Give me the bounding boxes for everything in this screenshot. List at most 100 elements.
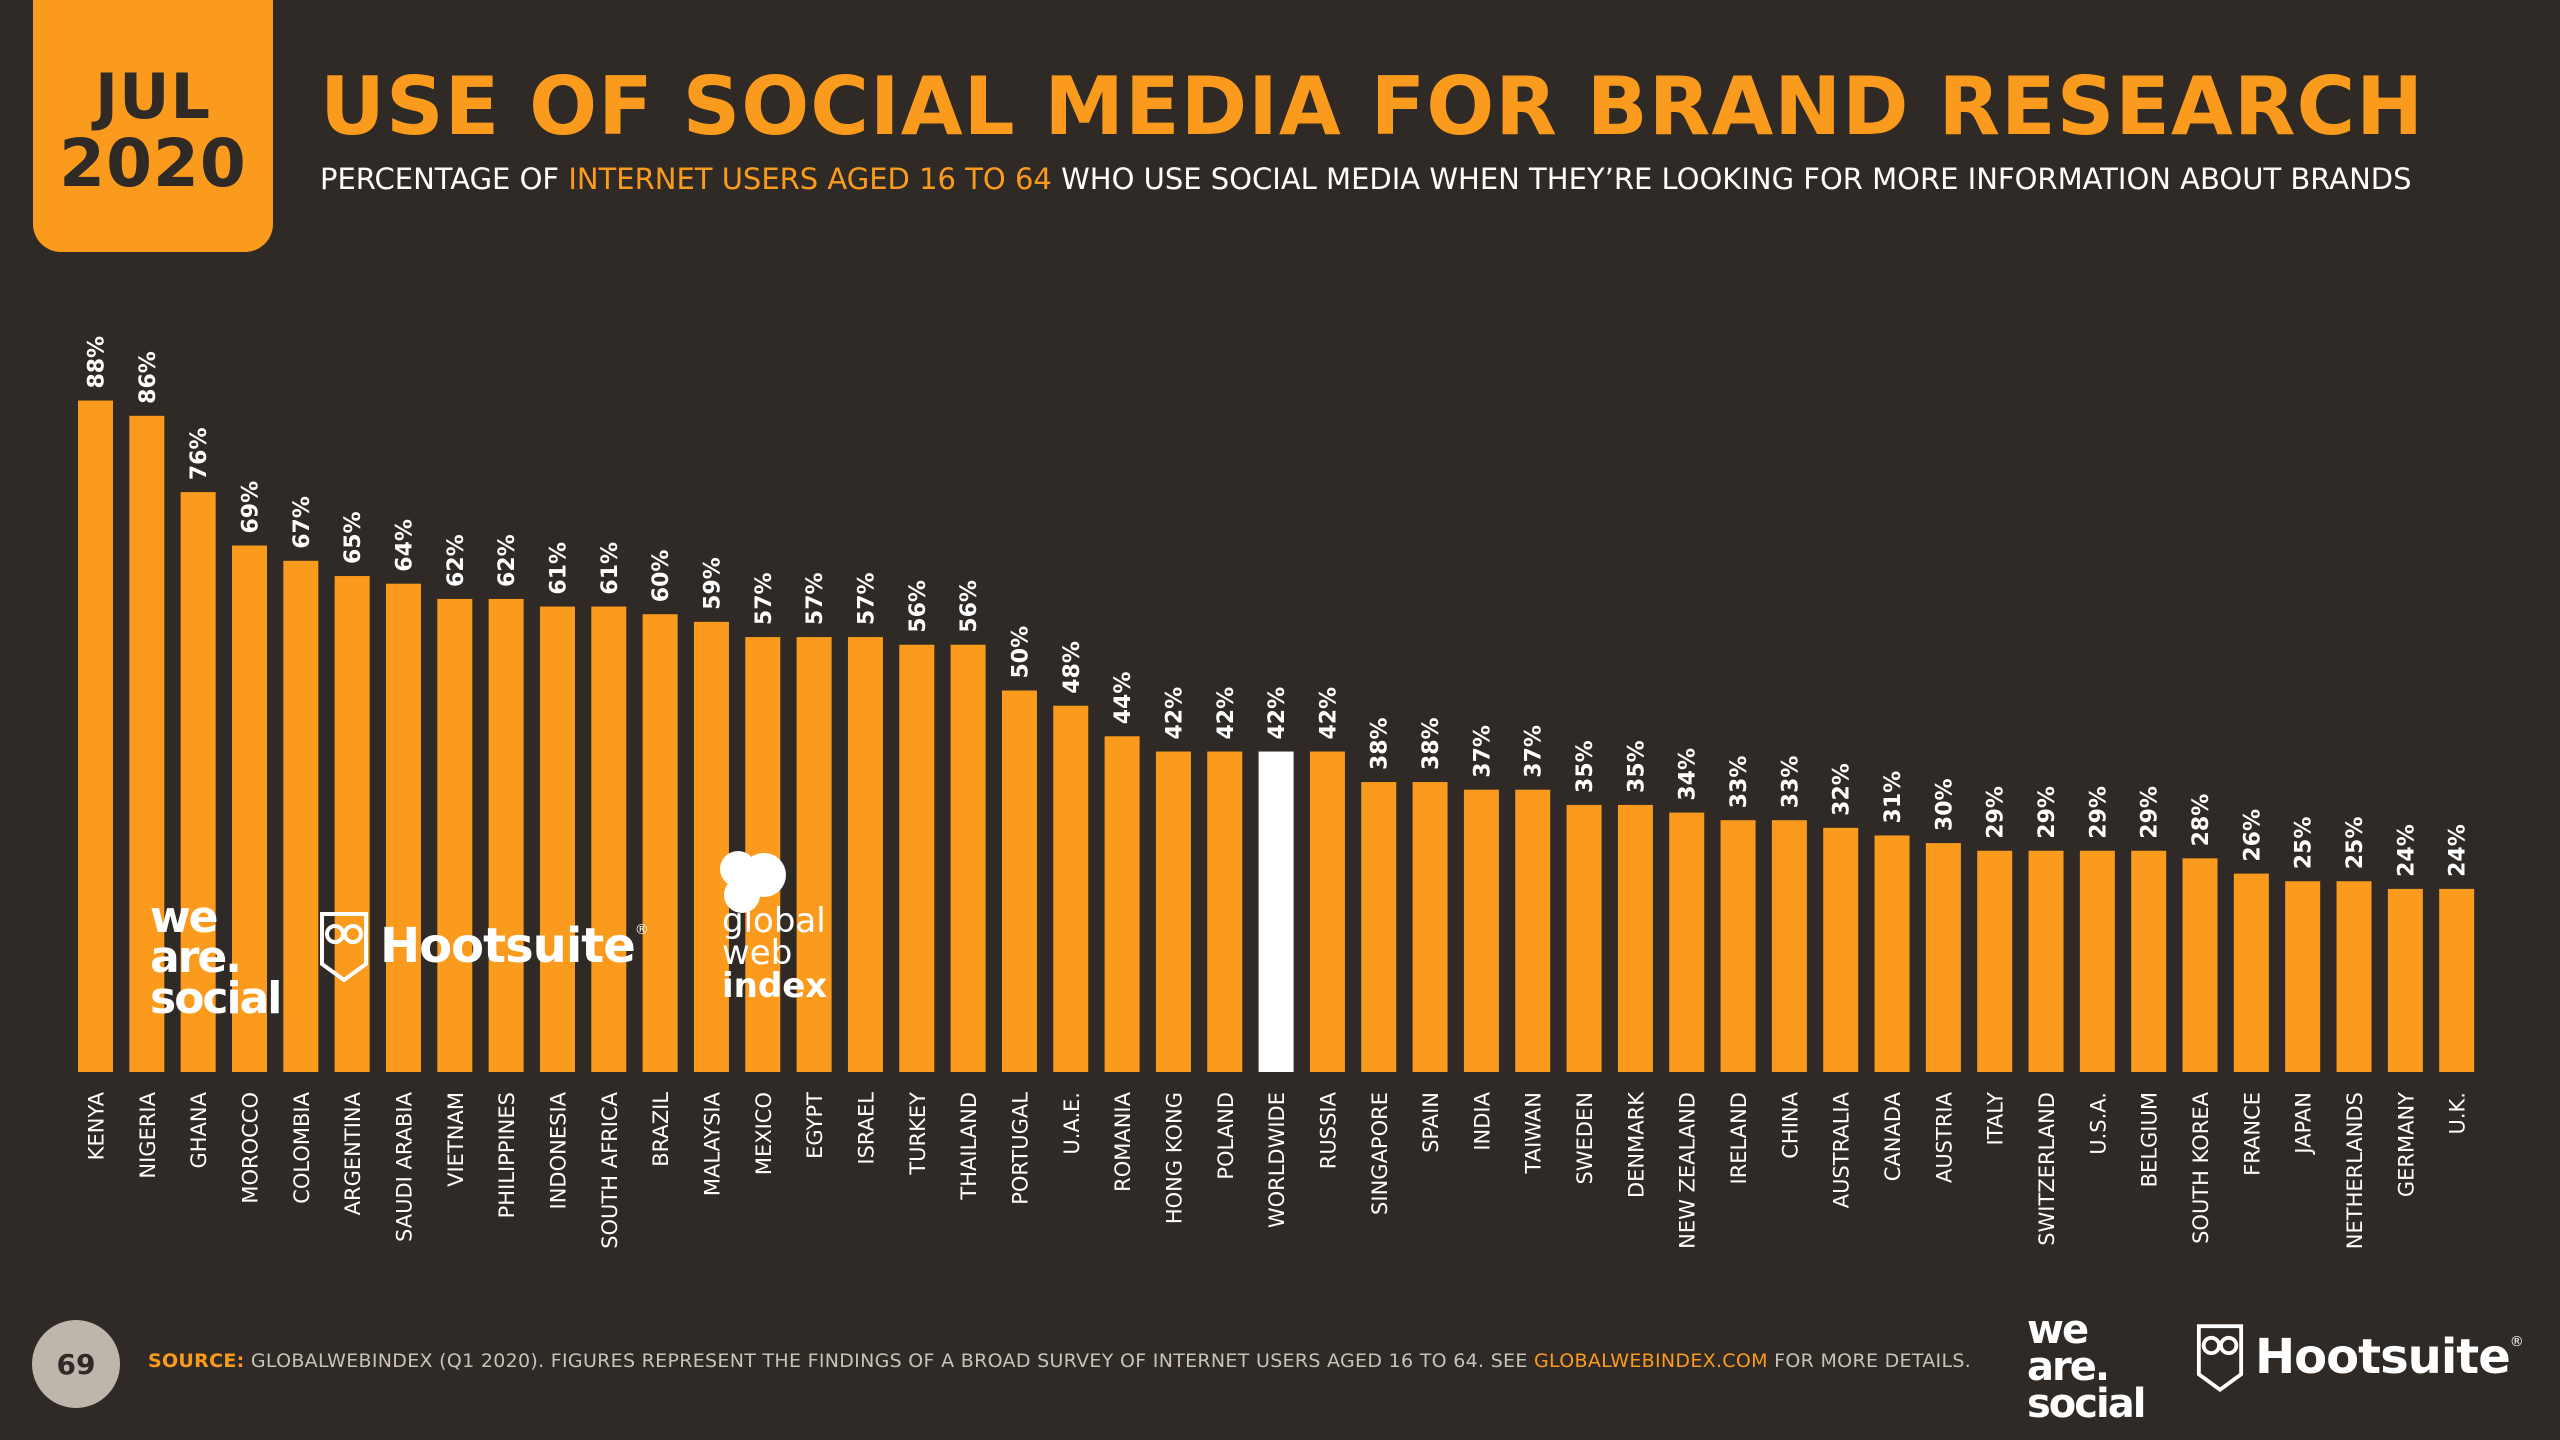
value-label-turkey: 56% [906, 580, 931, 633]
bar-canada [1874, 835, 1910, 1072]
we-are-social-logo: we are. social [150, 892, 282, 1020]
bar-spain [1412, 782, 1448, 1072]
category-label-germany: GERMANY [2394, 1092, 2418, 1197]
category-label-worldwide: WORLDWIDE [1265, 1092, 1289, 1228]
bar-japan [2285, 881, 2321, 1072]
bar-romania [1104, 736, 1140, 1072]
value-label-denmark: 35% [1624, 740, 1649, 793]
bar-ireland [1720, 820, 1756, 1072]
category-label-spain: SPAIN [1419, 1092, 1443, 1153]
bar-india [1463, 789, 1499, 1072]
value-label-switzerland: 29% [2035, 786, 2060, 839]
category-label-nigeria: NIGERIA [136, 1091, 160, 1178]
bar-indonesia [539, 606, 575, 1072]
source-note: SOURCE: GLOBALWEBINDEX (Q1 2020). FIGURE… [148, 1350, 1971, 1372]
value-label-south-korea: 28% [2189, 794, 2214, 847]
value-label-russia: 42% [1316, 687, 1341, 740]
value-label-u-s-a: 29% [2086, 786, 2111, 839]
bar-australia [1823, 827, 1859, 1072]
value-label-belgium: 29% [2138, 786, 2163, 839]
bar-switzerland [2028, 850, 2064, 1072]
category-label-mexico: MEXICO [752, 1092, 776, 1175]
value-label-u-k: 24% [2446, 824, 2471, 877]
bar-sweden [1566, 804, 1602, 1072]
bar-u-a-e [1053, 705, 1089, 1072]
value-label-taiwan: 37% [1522, 725, 1547, 778]
source-link[interactable]: GLOBALWEBINDEX.COM [1534, 1350, 1768, 1372]
bar-denmark [1617, 804, 1653, 1072]
category-label-netherlands: NETHERLANDS [2343, 1092, 2367, 1249]
bar-brazil [642, 614, 678, 1072]
value-label-brazil: 60% [649, 550, 674, 603]
category-label-kenya: KENYA [85, 1091, 109, 1160]
bar-malaysia [693, 621, 729, 1072]
category-label-japan: JAPAN [2292, 1092, 2316, 1156]
value-label-malaysia: 59% [700, 557, 725, 610]
bar-hong-kong [1155, 751, 1191, 1072]
gwi-cloud-icon [720, 851, 786, 913]
footer-registered-mark: ® [2509, 1334, 2524, 1350]
value-label-vietnam: 62% [444, 534, 469, 587]
value-label-spain: 38% [1419, 717, 1444, 770]
value-label-germany: 24% [2394, 824, 2419, 877]
category-label-switzerland: SWITZERLAND [2035, 1092, 2059, 1246]
category-label-singapore: SINGAPORE [1368, 1092, 1392, 1215]
footer-logo-are: are. [2027, 1343, 2110, 1390]
category-label-ghana: GHANA [187, 1091, 211, 1168]
bar-philippines [488, 598, 524, 1072]
logo-we: we [150, 892, 219, 943]
bar-south-korea [2182, 858, 2218, 1072]
value-label-colombia: 67% [290, 496, 315, 549]
bar-saudi-arabia [385, 583, 421, 1072]
category-label-morocco: MOROCCO [238, 1092, 262, 1204]
logo-are: are. [150, 932, 242, 984]
category-label-portugal: PORTUGAL [1008, 1092, 1032, 1205]
gwi-web: web [722, 933, 793, 974]
bar-nigeria [129, 415, 165, 1072]
value-label-nigeria: 86% [136, 351, 161, 404]
value-label-egypt: 57% [803, 572, 828, 625]
category-label-taiwan: TAIWAN [1522, 1092, 1546, 1174]
bar-china [1771, 820, 1807, 1072]
category-label-argentina: ARGENTINA [341, 1091, 365, 1215]
category-label-china: CHINA [1778, 1091, 1802, 1158]
value-label-ghana: 76% [187, 427, 212, 480]
value-label-australia: 32% [1830, 763, 1855, 816]
bar-new-zealand [1669, 812, 1705, 1072]
badge-month: JUL [95, 59, 211, 133]
value-label-canada: 31% [1881, 771, 1906, 824]
category-label-russia: RUSSIA [1316, 1091, 1340, 1169]
category-label-indonesia: INDONESIA [546, 1091, 570, 1209]
value-label-saudi-arabia: 64% [392, 519, 417, 572]
value-label-south-africa: 61% [598, 542, 623, 595]
value-label-new-zealand: 34% [1676, 748, 1701, 801]
value-label-ireland: 33% [1727, 756, 1752, 809]
bar-portugal [1001, 690, 1037, 1072]
subtitle: PERCENTAGE OF INTERNET USERS AGED 16 TO … [320, 162, 2412, 196]
value-label-thailand: 56% [957, 580, 982, 633]
source-label: SOURCE: [148, 1350, 245, 1372]
bar-thailand [950, 644, 986, 1072]
value-label-kenya: 88% [85, 336, 110, 389]
footer-hootsuite-logo: Hootsuite ® [2195, 1322, 2524, 1392]
category-label-u-k: U.K. [2446, 1092, 2470, 1135]
owl-icon [320, 912, 368, 982]
subtitle-part2: WHO USE SOCIAL MEDIA WHEN THEY’RE LOOKIN… [1051, 162, 2412, 196]
value-label-romania: 44% [1111, 672, 1136, 725]
registered-mark: ® [634, 922, 649, 938]
hootsuite-logo: Hootsuite ® [318, 910, 649, 982]
bar-egypt [796, 637, 832, 1072]
category-label-thailand: THAILAND [957, 1092, 981, 1201]
bar-france [2233, 873, 2269, 1072]
badge-year: 2020 [59, 124, 247, 202]
bar-italy [1977, 850, 2013, 1072]
bar-belgium [2131, 850, 2167, 1072]
category-label-romania: ROMANIA [1111, 1091, 1135, 1192]
subtitle-part1: PERCENTAGE OF [320, 162, 569, 196]
category-label-australia: AUSTRALIA [1830, 1091, 1854, 1208]
gwi-index: index [722, 965, 828, 1006]
value-label-singapore: 38% [1368, 717, 1393, 770]
category-label-colombia: COLOMBIA [290, 1091, 314, 1203]
source-text: GLOBALWEBINDEX (Q1 2020). FIGURES REPRES… [244, 1350, 1535, 1372]
value-label-italy: 29% [1984, 786, 2009, 839]
